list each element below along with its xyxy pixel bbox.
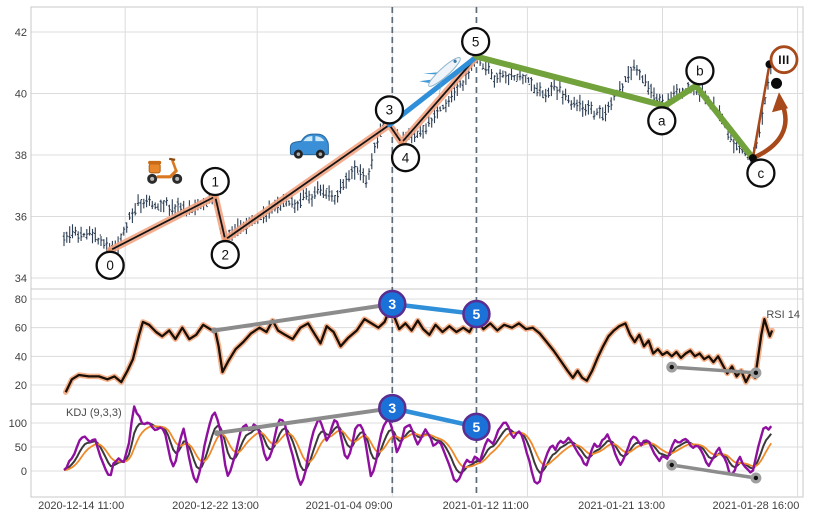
wave-label: b bbox=[696, 64, 704, 79]
projection-dot[interactable] bbox=[771, 77, 783, 89]
y-axis-tick-label: 100 bbox=[9, 418, 27, 430]
y-axis-tick-label: 20 bbox=[15, 380, 27, 392]
wave-marker-c[interactable]: c bbox=[746, 158, 776, 188]
y-axis-tick-label: 40 bbox=[15, 89, 27, 101]
wave-label: 2 bbox=[221, 247, 229, 262]
y-axis-tick-label: 38 bbox=[15, 150, 27, 162]
wave-marker-4[interactable]: 4 bbox=[390, 143, 421, 173]
x-axis-tick-label: 2020-12-22 13:00 bbox=[172, 500, 259, 512]
marker-label: 3 bbox=[388, 400, 396, 416]
gray-trendline[interactable] bbox=[670, 365, 758, 375]
scooter-icon[interactable] bbox=[147, 157, 183, 184]
kdj-wave-5-marker[interactable]: 5 bbox=[462, 412, 491, 442]
x-axis-tick-label: 2021-01-12 11:00 bbox=[443, 500, 529, 512]
kdj-wave-3-marker[interactable]: 3 bbox=[378, 393, 407, 423]
wave-marker-0[interactable]: 0 bbox=[95, 250, 125, 280]
wave-label: 4 bbox=[402, 151, 410, 166]
wave-label: a bbox=[658, 114, 666, 129]
panel-border bbox=[30, 403, 804, 498]
rsi-panel-layer: 35 bbox=[62, 289, 775, 395]
trendline-endpoint-dot-core bbox=[669, 364, 674, 370]
gray-trendline[interactable] bbox=[670, 463, 758, 480]
wave-label: 1 bbox=[211, 174, 219, 189]
y-axis-tick-label: 42 bbox=[15, 27, 27, 39]
wave-label: 0 bbox=[106, 258, 114, 273]
wave-marker-b[interactable]: b bbox=[685, 56, 715, 86]
airplane-icon[interactable] bbox=[417, 48, 470, 100]
kdj-panel-label: KDJ (9,3,3) bbox=[66, 407, 122, 419]
trendline-endpoint-dot-core bbox=[669, 462, 674, 468]
kdj-j-line bbox=[63, 405, 773, 486]
impulse-wave-line[interactable] bbox=[109, 56, 478, 252]
price-annotations-layer: III 0 1 2 3 4 5 a b c bbox=[95, 26, 799, 280]
x-axis-tick-label: 2021-01-21 13:00 bbox=[578, 500, 665, 512]
car-icon[interactable] bbox=[289, 133, 329, 159]
wave-degree-III-marker[interactable]: III bbox=[769, 45, 799, 75]
trendline-start-dot bbox=[214, 430, 221, 437]
wave-marker-3[interactable]: 3 bbox=[374, 95, 405, 125]
projection-line[interactable] bbox=[751, 64, 771, 159]
kdj-panel-layer: 35 bbox=[63, 393, 773, 486]
gray-trendline[interactable] bbox=[212, 302, 395, 333]
price-3-5-trend-line[interactable] bbox=[386, 54, 480, 128]
trendline-endpoint-dot-core bbox=[753, 370, 759, 376]
wave-marker-a[interactable]: a bbox=[647, 106, 677, 136]
marker-label: 5 bbox=[473, 419, 481, 435]
y-axis-tick-label: 50 bbox=[15, 442, 27, 454]
kdj-d-line bbox=[63, 425, 772, 471]
x-axis-tick-label: 2021-01-04 09:00 bbox=[306, 500, 393, 512]
wave-marker-2[interactable]: 2 bbox=[210, 239, 240, 270]
kdj-3-5-connector[interactable] bbox=[390, 405, 479, 430]
wave-label: 3 bbox=[386, 103, 394, 118]
wave-label: c bbox=[758, 166, 765, 181]
y-axis-tick-label: 34 bbox=[15, 273, 27, 285]
rsi-wave-5-marker[interactable]: 5 bbox=[462, 299, 491, 329]
marker-label: 5 bbox=[473, 306, 481, 322]
wave-marker-1[interactable]: 1 bbox=[200, 166, 230, 197]
rsi-panel-label: RSI 14 bbox=[766, 309, 800, 321]
rsi-line bbox=[64, 309, 774, 393]
x-axis-tick-label: 2021-01-28 16:00 bbox=[712, 500, 799, 512]
trendline-endpoint-dot-core bbox=[753, 475, 759, 481]
projection-arrowhead bbox=[771, 92, 788, 113]
wave-label: 5 bbox=[472, 34, 480, 49]
guide-lines-layer bbox=[391, 7, 478, 497]
y-axis-tick-label: 40 bbox=[15, 351, 27, 363]
rsi-wave-3-marker[interactable]: 3 bbox=[378, 289, 407, 319]
marker-label: 3 bbox=[388, 296, 396, 312]
correction-abc-line[interactable] bbox=[473, 53, 756, 162]
y-axis-tick-label: 0 bbox=[21, 466, 27, 478]
trendline-start-dot bbox=[211, 327, 218, 334]
y-axis-tick-label: 80 bbox=[15, 294, 27, 306]
grid-layer bbox=[30, 6, 804, 498]
wave-marker-5[interactable]: 5 bbox=[461, 26, 491, 57]
gray-trendline[interactable] bbox=[215, 406, 395, 436]
kdj-k-line bbox=[63, 422, 772, 474]
x-axis-tick-label: 2020-12-14 11:00 bbox=[38, 500, 124, 512]
y-axis-tick-label: 36 bbox=[15, 212, 27, 224]
panel-border bbox=[30, 6, 804, 290]
y-axis-tick-label: 60 bbox=[15, 323, 27, 335]
wave-degree-label: III bbox=[778, 53, 790, 67]
